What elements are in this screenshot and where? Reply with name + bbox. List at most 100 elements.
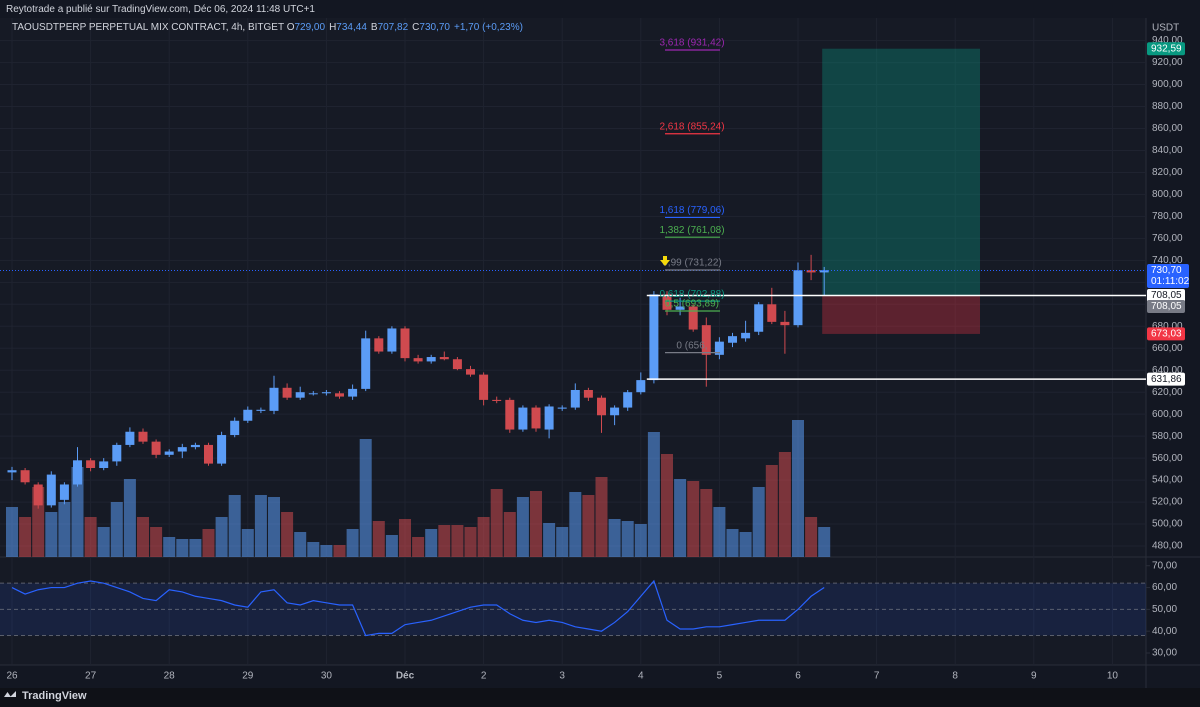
candle-body (400, 328, 410, 359)
y-tick-label: 840,00 (1152, 145, 1183, 156)
fib-label: 1,382 (761,08) (659, 225, 724, 236)
footer-logo: TradingView (22, 690, 87, 702)
y-tick-label: 540,00 (1152, 475, 1183, 486)
volume-bar (202, 529, 215, 557)
volume-bar (163, 537, 176, 557)
candle-body (688, 306, 698, 330)
y-tick-label: 880,00 (1152, 101, 1183, 112)
rsi-tick-label: 60,00 (1152, 582, 1177, 593)
y-tick-label: 800,00 (1152, 189, 1183, 200)
volume-bar (45, 512, 58, 557)
x-tick-label: 10 (1107, 671, 1119, 682)
fib-label: 0,618 (702,88) (659, 289, 724, 300)
candle-body (570, 389, 580, 408)
rsi-tick-label: 40,00 (1152, 626, 1177, 637)
position-target (822, 48, 980, 296)
y-tick-label: 520,00 (1152, 497, 1183, 508)
rsi (0, 565, 1150, 654)
volume-bar (176, 539, 189, 557)
logo-icon (4, 691, 16, 697)
volume-bar (661, 454, 673, 557)
symbol-legend: TAOUSDTPERP PERPETUAL MIX CONTRACT, 4h, … (12, 22, 527, 33)
volume-bar (713, 507, 726, 557)
volume-bar (84, 517, 97, 557)
candle-body (230, 420, 240, 436)
volume-bar (333, 545, 346, 557)
price-label-bg (1147, 372, 1185, 386)
candle-body (819, 270, 829, 273)
volume-bar (399, 519, 411, 557)
volume-bar (320, 545, 333, 557)
y-tick-label: 940,00 (1152, 35, 1183, 46)
y-tick-label: 920,00 (1152, 57, 1183, 68)
ohlc-key: C (412, 22, 420, 33)
candle-body (282, 387, 292, 398)
y-tick-label: 640,00 (1152, 365, 1183, 376)
volume-bar (372, 521, 385, 557)
volume-bar (6, 507, 18, 557)
volume-bar (634, 524, 647, 557)
ohlc-value: 734,44 (336, 22, 367, 33)
candle-body (20, 470, 30, 483)
fib-label: 3,618 (931,42) (659, 38, 724, 49)
volume-bar (123, 479, 136, 557)
x-tick-label: 4 (638, 671, 644, 682)
overlays: 3,618 (931,42) 2,618 (855,24) 1,618 (779,0… (0, 38, 1146, 380)
candle-body (557, 407, 567, 409)
candle-body (466, 369, 475, 375)
candle-body (256, 409, 266, 411)
volume-bar (477, 517, 490, 557)
volume-bar (451, 525, 464, 557)
volume-bar (97, 527, 110, 557)
x-tick-label: 3 (559, 671, 565, 682)
y-tick-label: 780,00 (1152, 211, 1183, 222)
x-tick-label: 7 (874, 671, 880, 682)
candle-body (518, 407, 528, 430)
y-tick-label: 860,00 (1152, 123, 1183, 134)
price-label: 631,86 (1151, 374, 1182, 385)
volume-bar (818, 527, 831, 557)
candle-body (597, 397, 606, 416)
y-tick-label: 620,00 (1152, 387, 1183, 398)
publisher: Reytotrade a publié sur TradingView.com,… (6, 4, 315, 15)
y-tick-label: 660,00 (1152, 343, 1183, 354)
volume-bar (254, 495, 267, 557)
countdown: 01:11:02 (1151, 276, 1190, 287)
y-tick-label: 600,00 (1152, 409, 1183, 420)
volume-bar (752, 487, 765, 557)
candle-body (583, 389, 593, 398)
candle-body (714, 341, 724, 355)
volume-bar (19, 517, 32, 557)
candle-body (426, 357, 436, 362)
price-label-bg (1147, 327, 1185, 341)
ohlc-key: B (370, 22, 378, 33)
candle-body (544, 406, 554, 430)
candle-body (780, 321, 790, 326)
volume-bar (241, 529, 254, 557)
fib-label: 1,618 (779,06) (659, 205, 724, 216)
candle-body (767, 304, 777, 322)
x-tick-label: 6 (795, 671, 801, 682)
y-tick-label: 820,00 (1152, 167, 1183, 178)
volume-bar (530, 491, 542, 557)
volume-bar (215, 517, 228, 557)
candle-body (348, 388, 358, 397)
last-price-label: 730,70 (1151, 265, 1182, 276)
y-tick-label: 760,00 (1152, 233, 1183, 244)
volume-bar (464, 527, 477, 557)
volume-bar (543, 523, 556, 557)
candle-body (452, 359, 462, 370)
x-tick-label: 5 (717, 671, 723, 682)
volume-bar (294, 532, 307, 557)
y-tick-label: 480,00 (1152, 541, 1183, 552)
volume-bar (189, 539, 202, 557)
candle-body (295, 392, 305, 398)
change: +1,70 (+0,23%) (453, 22, 523, 33)
price-label: 708,05 (1151, 290, 1182, 301)
volume-bar (739, 532, 752, 557)
volume-bar (503, 512, 516, 557)
y-tick-label: 900,00 (1152, 79, 1183, 90)
candle-body (531, 407, 541, 429)
